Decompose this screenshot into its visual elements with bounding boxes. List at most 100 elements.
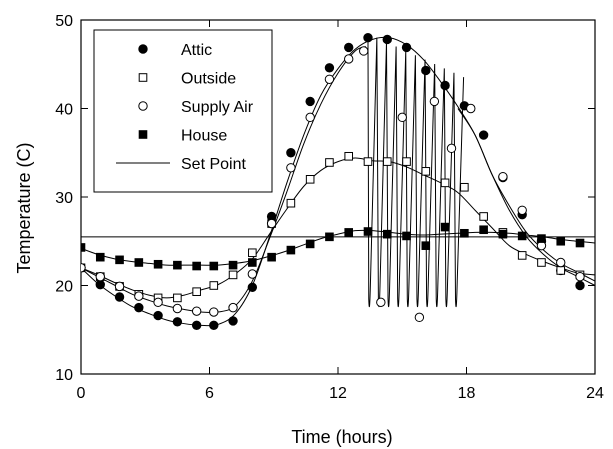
series-supply-air-line bbox=[81, 46, 367, 314]
series-house-point bbox=[460, 228, 469, 238]
series-attic-point bbox=[134, 302, 144, 313]
series-house-point bbox=[440, 222, 450, 232]
series-attic-point bbox=[95, 279, 105, 290]
series-attic-point bbox=[172, 317, 183, 327]
y-tick-label: 20 bbox=[55, 279, 73, 296]
series-house-point bbox=[402, 231, 411, 241]
series-supply-air-point bbox=[81, 263, 86, 273]
series-outside-point bbox=[440, 178, 450, 188]
series-attic-point bbox=[344, 42, 354, 53]
series-attic-point bbox=[247, 282, 258, 292]
series-house-point bbox=[173, 260, 182, 270]
series-attic-point bbox=[228, 316, 238, 326]
series-house-point bbox=[421, 241, 431, 250]
series-outside-line bbox=[81, 157, 595, 299]
series-outside-point bbox=[556, 266, 566, 275]
series-outside-point bbox=[209, 281, 219, 290]
series-house-point bbox=[537, 234, 546, 243]
series-supply-air-point bbox=[228, 302, 238, 313]
series-house-point bbox=[498, 229, 508, 239]
series-house-point bbox=[192, 261, 201, 271]
series-house-line bbox=[81, 229, 595, 266]
series-outside-point bbox=[460, 182, 469, 192]
series-attic-line bbox=[81, 36, 595, 327]
series-house-point bbox=[81, 243, 86, 252]
series-attic-point bbox=[209, 320, 219, 331]
x-tick-label: 6 bbox=[205, 385, 214, 402]
series-supply-air-point bbox=[376, 297, 386, 308]
legend-item-attic: Attic bbox=[138, 42, 212, 59]
series-supply-air-point bbox=[344, 54, 354, 64]
series-supply-air-point bbox=[305, 112, 315, 123]
series-attic-point bbox=[324, 63, 335, 73]
series-supply-air-point bbox=[247, 269, 258, 279]
x-axis-label: Time (hours) bbox=[291, 427, 392, 447]
series-outside-point bbox=[286, 198, 296, 208]
series-supply-air-point bbox=[359, 46, 369, 56]
series-house-point bbox=[305, 239, 315, 249]
legend-item-outside: Outside bbox=[138, 71, 236, 88]
series-supply-air-cycling-line bbox=[367, 37, 465, 308]
series-outside-point bbox=[325, 158, 334, 167]
series-supply-air-point bbox=[498, 171, 508, 182]
series-house-point bbox=[556, 236, 566, 246]
series-house-point bbox=[344, 228, 354, 237]
series-attic-point bbox=[440, 80, 450, 91]
series-supply-air-point bbox=[575, 271, 585, 282]
axes-layer: 0 6 12 18 24 10 20 30 40 50 bbox=[55, 13, 604, 402]
legend-swatch-supply-air bbox=[138, 101, 148, 111]
legend-label-house: House bbox=[181, 128, 227, 145]
y-tick-label: 40 bbox=[55, 102, 73, 119]
series-supply-air-point bbox=[266, 218, 277, 229]
legend-item-set-point: Set Point bbox=[116, 156, 246, 173]
series-supply-air-point bbox=[95, 271, 105, 282]
series-outside-point bbox=[517, 251, 527, 260]
series-supply-air-point bbox=[191, 306, 202, 316]
series-house-point bbox=[209, 261, 219, 271]
series-outside-point bbox=[537, 258, 546, 267]
series-attic bbox=[81, 36, 595, 327]
series-supply-air-point bbox=[286, 163, 296, 173]
series-supply-air-cycling bbox=[367, 37, 465, 308]
series-supply-air-point bbox=[209, 307, 219, 317]
series-house-point bbox=[325, 232, 334, 242]
series-outside-point bbox=[421, 167, 431, 176]
y-axis-label: Temperature (C) bbox=[14, 142, 34, 273]
series-outside-point bbox=[363, 157, 373, 166]
series-supply-air-point bbox=[429, 96, 440, 107]
series-outside-point bbox=[248, 248, 257, 258]
series-outside-point bbox=[382, 157, 392, 166]
series-supply-air-point bbox=[517, 205, 527, 215]
series-outside-point bbox=[479, 212, 488, 221]
series-outside bbox=[81, 157, 595, 299]
series-supply-air-point bbox=[397, 112, 407, 123]
y-tick-label: 30 bbox=[55, 190, 73, 207]
y-tick-label: 50 bbox=[55, 13, 73, 30]
series-supply-air-point bbox=[446, 143, 457, 154]
legend: Attic Outside Supply Air House Set Point bbox=[93, 29, 273, 193]
series-group bbox=[81, 33, 595, 331]
series-house-point bbox=[267, 252, 276, 262]
series-outside-point bbox=[305, 175, 315, 184]
series-attic-point bbox=[421, 65, 431, 76]
series-supply-air-point bbox=[466, 103, 476, 114]
series-attic-point bbox=[114, 292, 125, 302]
series-attic-point bbox=[382, 34, 392, 45]
series-attic-point bbox=[363, 33, 373, 43]
legend-item-house: House bbox=[138, 128, 227, 145]
series-house-point bbox=[517, 231, 527, 241]
series-house-point bbox=[228, 260, 238, 270]
series-house-point bbox=[95, 252, 105, 262]
series-house-point bbox=[363, 227, 373, 236]
legend-label-outside: Outside bbox=[181, 71, 236, 88]
series-attic-point bbox=[286, 148, 296, 158]
series-house-point bbox=[286, 245, 296, 255]
series-outside-point bbox=[228, 270, 238, 280]
series-layer bbox=[81, 33, 595, 331]
series-supply-air-point bbox=[172, 303, 183, 314]
series-house-point bbox=[115, 255, 124, 265]
series-house-point bbox=[479, 225, 488, 235]
series-house-point bbox=[153, 259, 163, 269]
series-attic-point bbox=[478, 130, 489, 140]
